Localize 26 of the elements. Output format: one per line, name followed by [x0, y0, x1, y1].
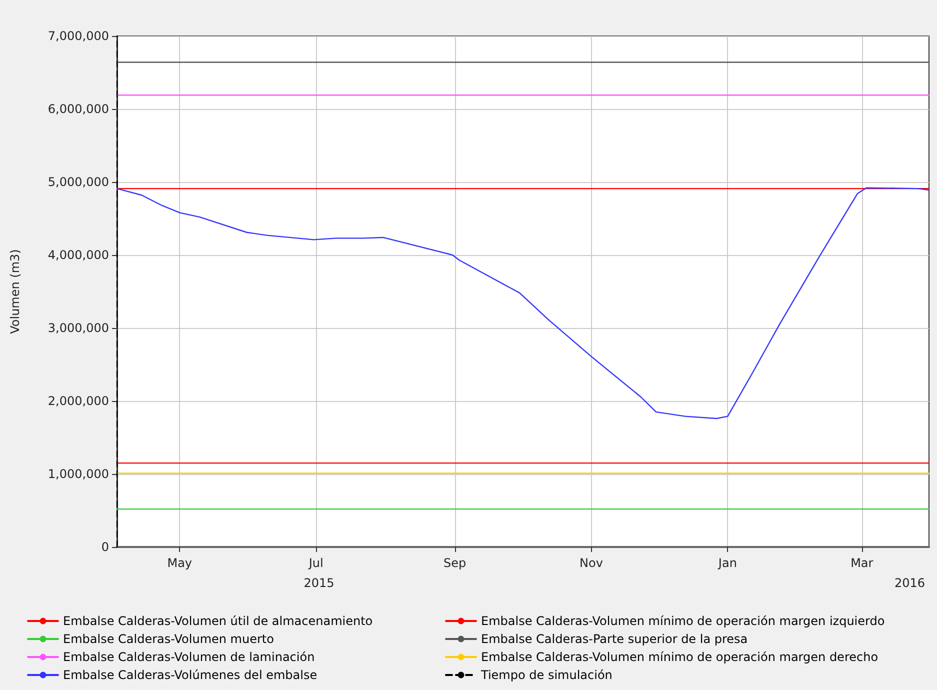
y-tick-label: 5,000,000: [48, 175, 109, 189]
legend-label: Embalse Calderas-Volumen mínimo de operación margen derecho: [481, 650, 878, 664]
legend-label: Embalse Calderas-Volumen útil de almacenamiento: [63, 614, 373, 628]
x-tick-label: May: [167, 556, 192, 570]
y-tick-label: 3,000,000: [48, 321, 109, 335]
legend-label: Tiempo de simulación: [480, 668, 612, 682]
x-tick-label: Jul: [308, 556, 324, 570]
x-tick-label: Nov: [580, 556, 603, 570]
y-tick-label: 7,000,000: [48, 29, 109, 43]
legend-label: Embalse Calderas-Parte superior de la presa: [481, 632, 748, 646]
text: 2015: [304, 576, 334, 590]
legend-label: Embalse Calderas-Volumen muerto: [63, 632, 274, 646]
x-tick-label: Sep: [443, 556, 466, 570]
x-tick-label: Mar: [850, 556, 874, 570]
x-tick-label: Jan: [717, 556, 737, 570]
text: 2016: [894, 576, 925, 590]
legend-label: Embalse Calderas-Volumen mínimo de operación margen izquierdo: [481, 614, 885, 628]
y-axis-title: Volumen (m3): [8, 249, 22, 334]
y-tick-label: 4,000,000: [48, 248, 109, 262]
y-tick-label: 6,000,000: [48, 102, 109, 116]
y-tick-label: 0: [101, 540, 109, 554]
line-series: [116, 187, 930, 420]
legend-label: Embalse Calderas-Volumen de laminación: [63, 650, 315, 664]
legend-label: Embalse Calderas-Volúmenes del embalse: [63, 668, 318, 682]
y-tick-label: 1,000,000: [48, 467, 109, 481]
y-tick-label: 2,000,000: [48, 394, 109, 408]
